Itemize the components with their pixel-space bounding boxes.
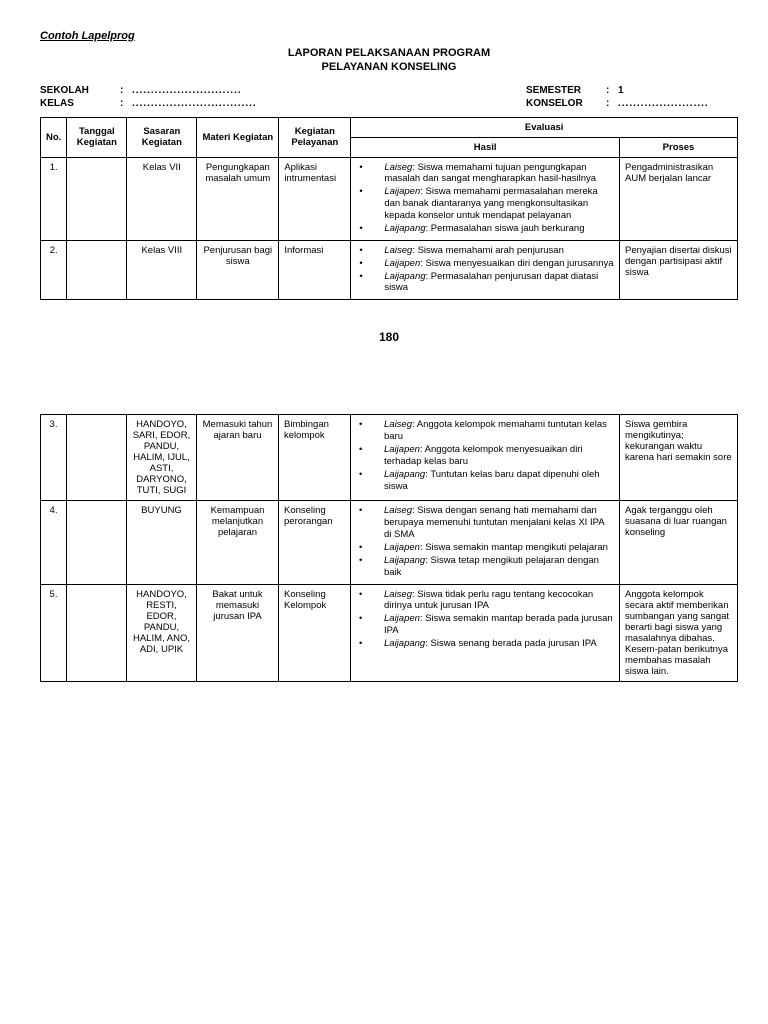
konselor-label: KONSELOR bbox=[526, 98, 606, 109]
cell-tanggal bbox=[67, 584, 127, 681]
hasil-item: Laijapang: Siswa tetap mengikuti pelajar… bbox=[356, 555, 614, 579]
table-row: 3. HANDOYO, SARI, EDOR, PANDU, HALIM, IJU… bbox=[41, 415, 738, 501]
sekolah-value: ............................. bbox=[132, 85, 252, 96]
header-materi: Materi Kegiatan bbox=[197, 117, 279, 157]
title-line-2: PELAYANAN KONSELING bbox=[322, 61, 457, 73]
cell-hasil: Laiseg: Siswa dengan senang hati memaham… bbox=[351, 501, 620, 584]
konselor-value: ........................ bbox=[618, 98, 738, 109]
meta-row-1: SEKOLAH : ............................. … bbox=[40, 85, 738, 96]
hasil-item: Laiseg: Siswa memahami arah penjurusan bbox=[356, 245, 614, 257]
report-table-2: 3. HANDOYO, SARI, EDOR, PANDU, HALIM, IJU… bbox=[40, 414, 738, 681]
meta-row-2: KELAS : ................................… bbox=[40, 98, 738, 109]
table-row: 5. HANDOYO, RESTI, EDOR, PANDU, HALIM, AN… bbox=[41, 584, 738, 681]
cell-proses: Anggota kelompok secara aktif memberikan… bbox=[620, 584, 738, 681]
cell-materi: Memasuki tahun ajaran baru bbox=[197, 415, 279, 501]
cell-no: 4. bbox=[41, 501, 67, 584]
colon: : bbox=[606, 98, 618, 109]
cell-kegiatan: Informasi bbox=[279, 240, 351, 300]
document-label: Contoh Lapelprog bbox=[40, 30, 738, 42]
cell-materi: Kemampuan melanjutkan pelajaran bbox=[197, 501, 279, 584]
cell-sasaran: Kelas VII bbox=[127, 157, 197, 240]
cell-materi: Pengungkapan masalah umum bbox=[197, 157, 279, 240]
cell-hasil: Laiseg: Siswa memahami arah penjurusanLa… bbox=[351, 240, 620, 300]
cell-proses: Agak terganggu oleh suasana di luar ruan… bbox=[620, 501, 738, 584]
semester-label: SEMESTER bbox=[526, 85, 606, 96]
colon: : bbox=[120, 98, 132, 109]
table-row: 2. Kelas VIIIPenjurusan bagi siswaInforma… bbox=[41, 240, 738, 300]
cell-sasaran: BUYUNG bbox=[127, 501, 197, 584]
cell-materi: Penjurusan bagi siswa bbox=[197, 240, 279, 300]
hasil-item: Laiseg: Siswa memahami tujuan pengungkap… bbox=[356, 162, 614, 186]
page-number: 180 bbox=[40, 330, 738, 344]
hasil-item: Laijapen: Siswa semakin mantap berada pa… bbox=[356, 613, 614, 637]
cell-proses: Pengadministrasikan AUM berjalan lancar bbox=[620, 157, 738, 240]
header-hasil: Hasil bbox=[351, 137, 620, 157]
cell-kegiatan: Konseling Kelompok bbox=[279, 584, 351, 681]
cell-hasil: Laiseg: Anggota kelompok memahami tuntut… bbox=[351, 415, 620, 501]
sekolah-label: SEKOLAH bbox=[40, 85, 120, 96]
cell-tanggal bbox=[67, 240, 127, 300]
hasil-item: Laijapang: Tuntutan kelas baru dapat dip… bbox=[356, 469, 614, 493]
cell-no: 1. bbox=[41, 157, 67, 240]
cell-materi: Bakat untuk memasuki jurusan IPA bbox=[197, 584, 279, 681]
colon: : bbox=[606, 85, 618, 96]
cell-hasil: Laiseg: Siswa memahami tujuan pengungkap… bbox=[351, 157, 620, 240]
hasil-item: Laiseg: Siswa dengan senang hati memaham… bbox=[356, 505, 614, 541]
cell-kegiatan: Konseling perorangan bbox=[279, 501, 351, 584]
cell-sasaran: HANDOYO, SARI, EDOR, PANDU, HALIM, IJUL,… bbox=[127, 415, 197, 501]
hasil-item: Laiseg: Siswa tidak perlu ragu tentang k… bbox=[356, 589, 614, 613]
kelas-label: KELAS bbox=[40, 98, 120, 109]
table-row: 1. Kelas VIIPengungkapan masalah umumApli… bbox=[41, 157, 738, 240]
header-kegiatan: Kegiatan Pelayanan bbox=[279, 117, 351, 157]
cell-hasil: Laiseg: Siswa tidak perlu ragu tentang k… bbox=[351, 584, 620, 681]
report-table-1: No. Tanggal Kegiatan Sasaran Kegiatan Ma… bbox=[40, 117, 738, 301]
cell-tanggal bbox=[67, 501, 127, 584]
cell-no: 3. bbox=[41, 415, 67, 501]
semester-value: 1 bbox=[618, 85, 738, 96]
hasil-item: Laijapen: Siswa semakin mantap mengikuti… bbox=[356, 542, 614, 554]
cell-no: 5. bbox=[41, 584, 67, 681]
kelas-value: ................................. bbox=[132, 98, 257, 109]
hasil-item: Laiseg: Anggota kelompok memahami tuntut… bbox=[356, 419, 614, 443]
cell-tanggal bbox=[67, 415, 127, 501]
header-tanggal: Tanggal Kegiatan bbox=[67, 117, 127, 157]
hasil-item: Laijapen: Anggota kelompok menyesuaikan … bbox=[356, 444, 614, 468]
cell-sasaran: HANDOYO, RESTI, EDOR, PANDU, HALIM, ANO,… bbox=[127, 584, 197, 681]
colon: : bbox=[120, 85, 132, 96]
cell-kegiatan: Bimbingan kelompok bbox=[279, 415, 351, 501]
cell-proses: Penyajian disertai diskusi dengan partis… bbox=[620, 240, 738, 300]
header-no: No. bbox=[41, 117, 67, 157]
header-sasaran: Sasaran Kegiatan bbox=[127, 117, 197, 157]
table-row: 4. BUYUNGKemampuan melanjutkan pelajaranK… bbox=[41, 501, 738, 584]
hasil-item: Laijapang: Siswa senang berada pada juru… bbox=[356, 638, 614, 650]
cell-sasaran: Kelas VIII bbox=[127, 240, 197, 300]
hasil-item: Laijapen: Siswa menyesuaikan diri dengan… bbox=[356, 258, 614, 270]
header-proses: Proses bbox=[620, 137, 738, 157]
hasil-item: Laijapang: Permasalahan penjurusan dapat… bbox=[356, 271, 614, 295]
report-title: LAPORAN PELAKSANAAN PROGRAM PELAYANAN KO… bbox=[40, 46, 738, 75]
cell-proses: Siswa gembira mengikutinya; kekurangan w… bbox=[620, 415, 738, 501]
cell-no: 2. bbox=[41, 240, 67, 300]
cell-kegiatan: Aplikasi intrumentasi bbox=[279, 157, 351, 240]
header-evaluasi: Evaluasi bbox=[351, 117, 738, 137]
title-line-1: LAPORAN PELAKSANAAN PROGRAM bbox=[288, 47, 490, 59]
hasil-item: Laijapang: Permasalahan siswa jauh berku… bbox=[356, 223, 614, 235]
hasil-item: Laijapen: Siswa memahami permasalahan me… bbox=[356, 186, 614, 222]
cell-tanggal bbox=[67, 157, 127, 240]
